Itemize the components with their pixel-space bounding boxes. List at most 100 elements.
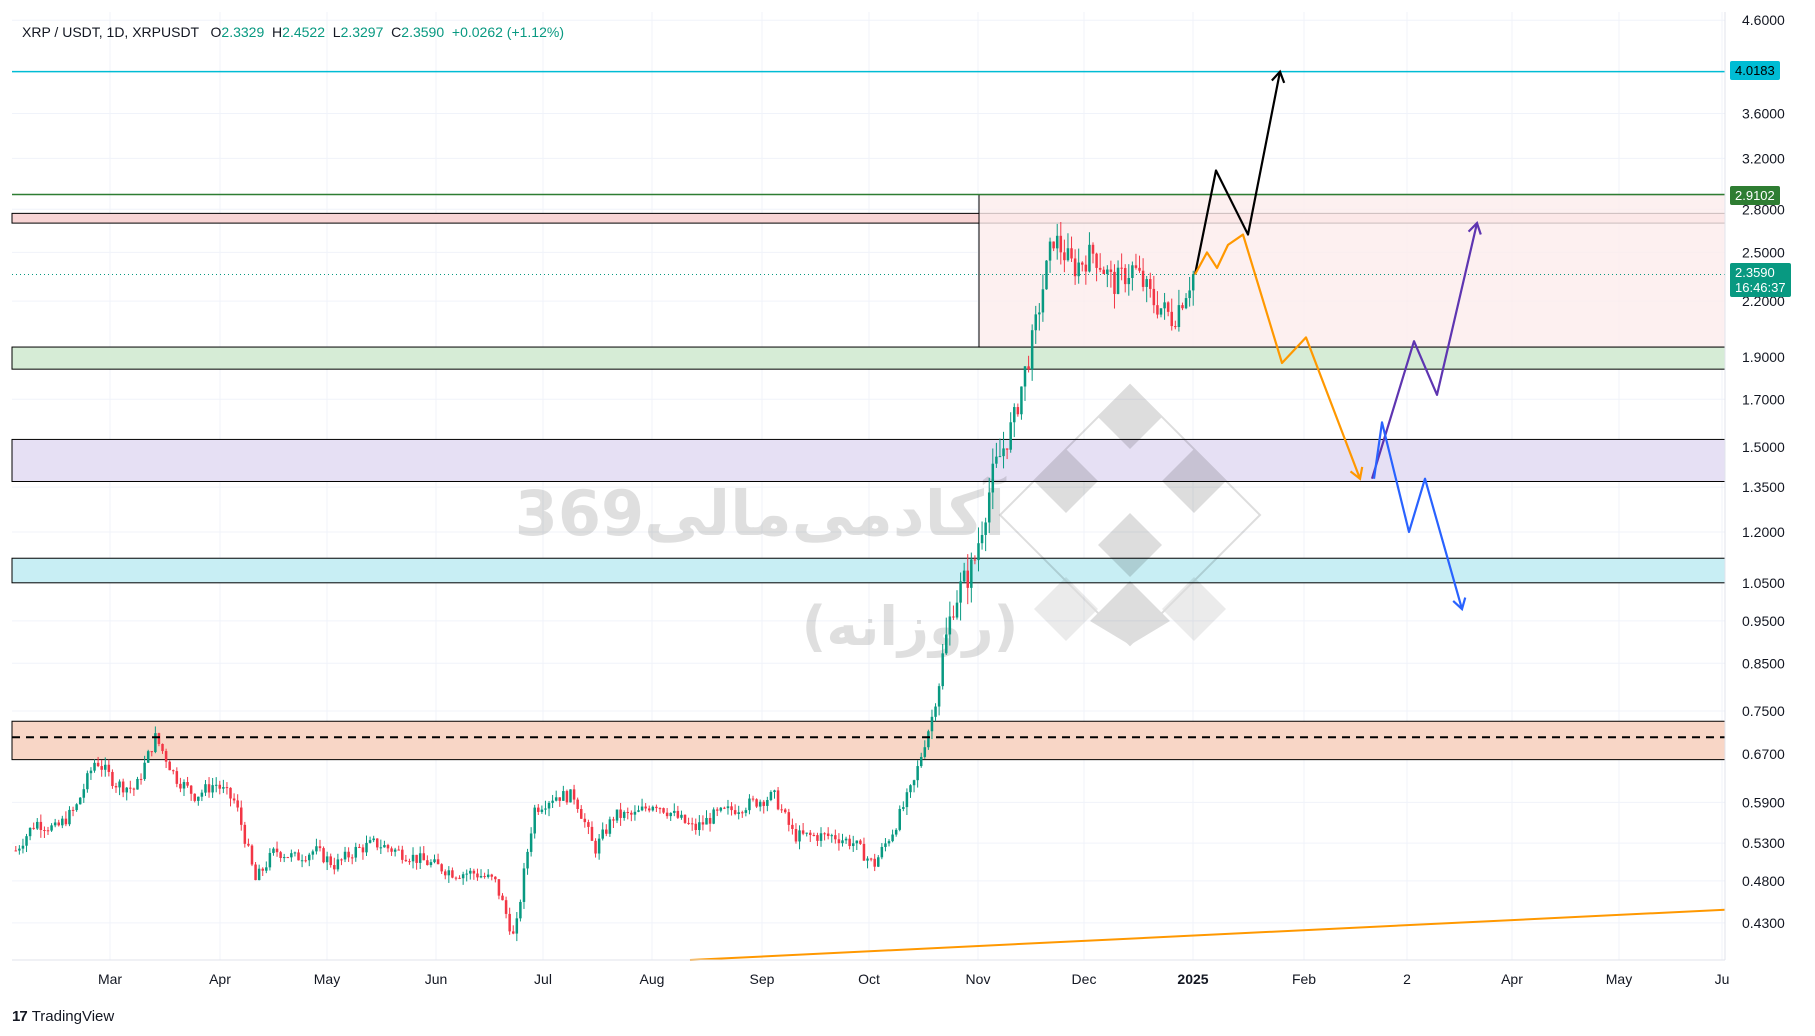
y-tick-label-10: 1.2000: [1742, 524, 1785, 540]
candle-body-19: [82, 789, 86, 798]
candle-body-212: [773, 790, 776, 793]
candle-body-134: [494, 876, 497, 880]
candle-body-270: [980, 534, 984, 544]
candle-body-116: [429, 862, 433, 866]
candle-body-80: [300, 860, 304, 862]
candle-body-187: [683, 814, 687, 823]
symbol-name[interactable]: XRP / USDT, 1D, XRPUSDT: [22, 24, 199, 40]
candle-body-183: [669, 812, 672, 817]
candle-body-4: [28, 827, 32, 837]
x-tick-label-13: Apr: [1501, 971, 1523, 987]
symbol-legend: XRP / USDT, 1D, XRPUSDT O2.3329 H2.4522 …: [22, 24, 564, 40]
candle-body-234: [851, 843, 855, 847]
y-tick-label-12: 0.9500: [1742, 613, 1785, 629]
scenario-path-3: [1372, 421, 1464, 610]
candle-body-104: [386, 845, 390, 849]
candle-body-11: [53, 822, 57, 826]
candle-body-86: [322, 848, 325, 863]
candle-body-195: [712, 809, 715, 824]
scenario-arrow-3: [1452, 597, 1467, 612]
price-tag-2-9102: 2.9102: [1730, 186, 1780, 205]
tradingview-brand[interactable]: 17 TradingView: [12, 1008, 114, 1025]
candle-body-287: [1041, 289, 1045, 313]
high-value: 2.4522: [282, 24, 325, 40]
price-tag-4-0183: 4.0183: [1730, 61, 1780, 80]
candle-body-241: [877, 857, 880, 867]
levels: [12, 70, 1726, 961]
candle-body-232: [844, 838, 848, 841]
candle-body-64: [243, 824, 247, 844]
candle-body-151: [554, 797, 558, 801]
candle-body-90: [336, 859, 340, 870]
candle-body-322: [1166, 302, 1170, 312]
candle-body-281: [1020, 386, 1023, 415]
candle-body-25: [104, 764, 107, 770]
candle-body-83: [311, 851, 315, 855]
candle-body-45: [175, 771, 179, 784]
candle-body-58: [222, 787, 225, 789]
candle-body-193: [705, 817, 708, 825]
candle-body-247: [898, 808, 902, 830]
candle-body-282: [1023, 366, 1027, 387]
low-label: L: [332, 24, 341, 40]
candle-body-209: [762, 801, 766, 806]
candle-body-76: [286, 857, 290, 859]
candle-body-51: [197, 796, 200, 801]
candle-body-252: [916, 766, 919, 781]
candle-body-320: [1159, 308, 1163, 315]
candle-body-22: [93, 762, 96, 771]
candle-body-220: [801, 830, 805, 834]
candle-body-210: [766, 800, 769, 806]
candle-body-182: [665, 812, 669, 817]
candle-body-274: [995, 456, 998, 464]
candle-body-20: [86, 773, 89, 790]
candle-body-153: [562, 791, 565, 801]
candle-body-266: [966, 570, 969, 588]
candle-body-12: [57, 822, 60, 826]
y-tick-label-0: 4.6000: [1742, 12, 1785, 28]
x-tick-label-2: May: [314, 971, 340, 987]
candle-body-313: [1134, 265, 1138, 268]
y-tick-label-13: 0.8500: [1742, 655, 1785, 671]
candle-body-155: [569, 789, 572, 803]
y-tick-label-7: 1.7000: [1742, 391, 1785, 407]
scenario-path-2: [1370, 222, 1479, 480]
candle-body-131: [483, 876, 486, 878]
candle-body-196: [715, 809, 719, 811]
candle-body-46: [179, 783, 182, 789]
candle-body-110: [408, 861, 411, 863]
candle-body-117: [433, 859, 436, 863]
candle-body-34: [136, 778, 139, 790]
zone-2: [11, 438, 1726, 482]
candle-body-87: [325, 856, 329, 863]
candle-body-219: [798, 830, 801, 842]
candle-body-272: [987, 492, 991, 523]
candle-body-280: [1016, 407, 1020, 415]
candle-body-92: [343, 851, 347, 860]
candle-body-109: [404, 859, 408, 862]
candle-body-141: [519, 901, 522, 919]
candle-body-118: [436, 859, 440, 865]
candle-body-244: [887, 841, 891, 844]
candle-body-262: [952, 616, 955, 618]
candle-body-302: [1095, 253, 1098, 268]
candle-body-103: [383, 845, 386, 848]
candle-body-56: [214, 784, 218, 786]
range-box: [978, 194, 1726, 348]
candle-body-275: [998, 456, 1002, 458]
candle-body-231: [841, 840, 844, 844]
candle-body-238: [866, 858, 869, 861]
trendline: [689, 908, 1726, 961]
candle-body-292: [1059, 235, 1063, 253]
candle-body-311: [1127, 277, 1131, 285]
candle-body-23: [96, 762, 100, 767]
candle-body-260: [945, 634, 948, 654]
y-tick-label-16: 0.5900: [1742, 794, 1785, 810]
candle-body-137: [504, 900, 508, 914]
candle-body-316: [1145, 279, 1148, 287]
candle-body-306: [1109, 269, 1113, 272]
candle-body-75: [282, 857, 286, 859]
candle-body-204: [744, 810, 748, 813]
